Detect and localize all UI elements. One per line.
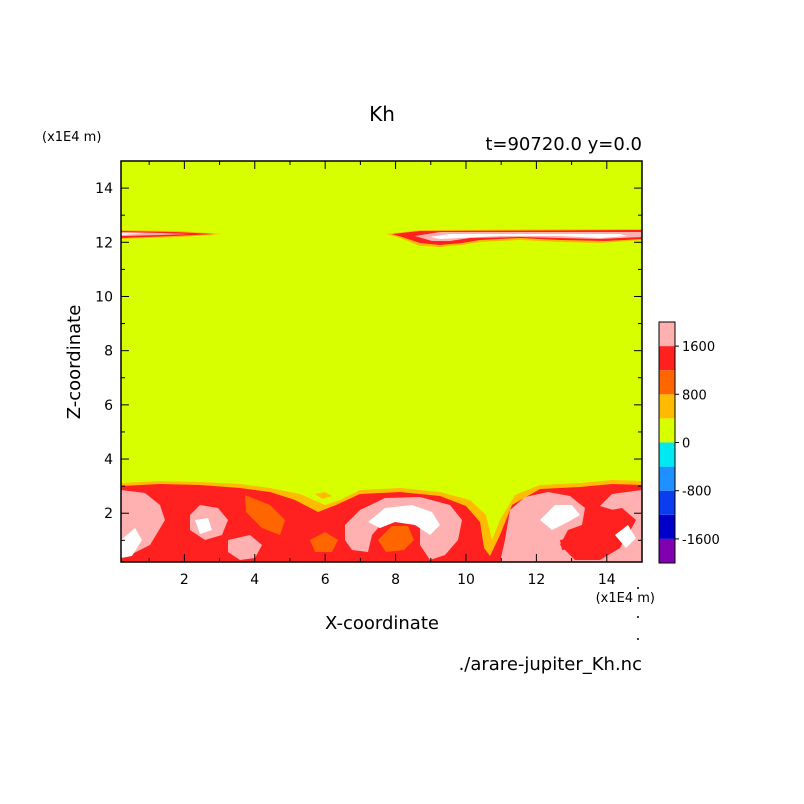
plot-frame <box>120 160 643 563</box>
colorbar-band <box>659 442 675 467</box>
x-axis: 2 4 6 8 10 12 14 <box>148 161 643 588</box>
y-tick-label: 10 <box>95 289 113 305</box>
colorbar-tick-label: 1600 <box>682 340 715 355</box>
x-unit-label: (x1E4 m) <box>596 591 655 606</box>
y-unit-label: (x1E4 m) <box>42 130 101 145</box>
y-tick-label: 8 <box>104 344 113 360</box>
unit-marks <box>637 587 639 640</box>
colorbar-tick-label: 800 <box>682 388 707 403</box>
colorbar-band <box>659 370 675 395</box>
x-tick-label: 10 <box>457 572 475 588</box>
colorbar-tick-label: -1600 <box>682 533 720 548</box>
x-tick-label: 6 <box>321 572 330 588</box>
colorbar-band <box>659 466 675 491</box>
upper-layer <box>121 229 642 247</box>
colorbar-band <box>659 394 675 419</box>
y-tick-label: 4 <box>104 452 113 468</box>
upper-layer-right-white <box>430 234 628 239</box>
y-tick-label: 12 <box>95 235 113 251</box>
x-tick-label: 2 <box>180 572 189 588</box>
x-axis-label: X-coordinate <box>325 613 439 634</box>
chart-subtitle: t=90720.0 y=0.0 <box>485 134 642 155</box>
unit-mark <box>637 616 639 618</box>
x-tick-label: 14 <box>598 572 616 588</box>
lower-layer-red-core <box>560 508 636 550</box>
orange-blob <box>315 492 332 499</box>
y-tick-label: 2 <box>104 506 113 522</box>
chart-title: Kh <box>369 102 395 126</box>
colorbar-tick-label: 0 <box>682 437 690 452</box>
y-tick-label: 14 <box>95 181 113 197</box>
x-tick-label: 4 <box>250 572 259 588</box>
lower-layer-white <box>121 505 636 558</box>
colorbar-band <box>659 322 675 347</box>
unit-mark <box>637 587 639 589</box>
colorbar-band <box>659 490 675 515</box>
y-axis-label: Z-coordinate <box>64 305 85 420</box>
lower-layer <box>121 480 642 562</box>
colorbar-tick-label: -800 <box>682 485 712 500</box>
unit-mark <box>637 638 639 640</box>
colorbar: 1600 800 0 -800 -1600 <box>658 321 720 564</box>
y-tick-label: 6 <box>104 398 113 414</box>
file-label: ./arare-jupiter_Kh.nc <box>459 654 642 675</box>
y-axis: 2 4 6 8 10 12 14 <box>95 160 642 541</box>
colorbar-band <box>659 514 675 539</box>
colorbar-band <box>659 538 675 563</box>
upper-layer-left-white <box>121 233 145 235</box>
colorbar-band <box>659 418 675 443</box>
colorbar-band <box>659 346 675 371</box>
x-tick-label: 12 <box>527 572 545 588</box>
contour-field <box>121 161 642 562</box>
x-tick-label: 8 <box>391 572 400 588</box>
upper-layer-left-pink <box>121 232 190 236</box>
lower-layer-orange-core <box>245 495 414 552</box>
lower-layer-pink <box>121 490 642 562</box>
